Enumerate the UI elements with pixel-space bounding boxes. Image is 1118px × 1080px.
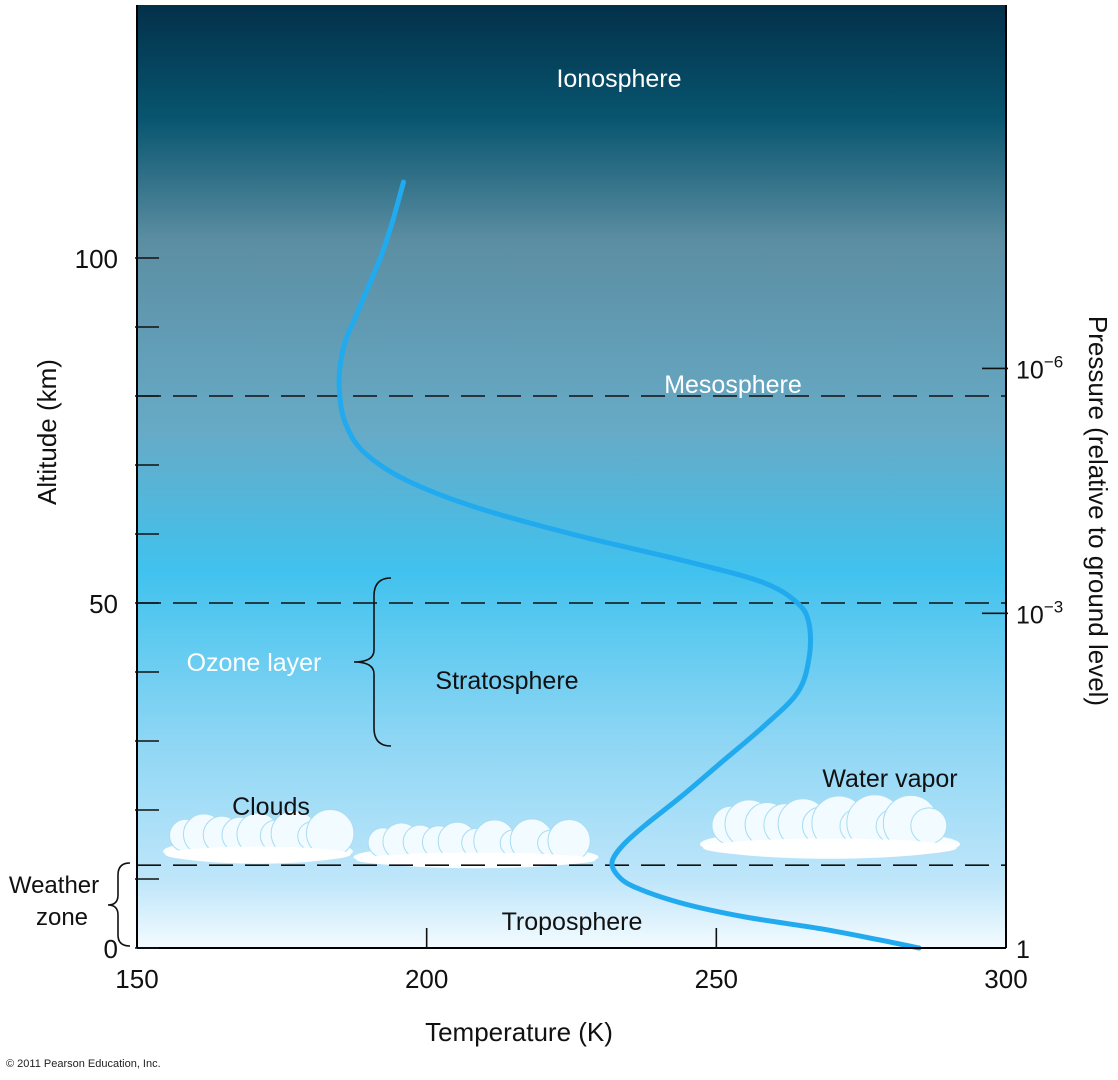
weather-zone-brace — [107, 862, 131, 947]
y-tick-label: 100 — [75, 244, 118, 274]
ozone-layer-brace — [353, 577, 392, 747]
stratosphere-label: Stratosphere — [435, 667, 578, 695]
x-axis-title: Temperature (K) — [425, 1017, 613, 1047]
x-tick-label: 300 — [984, 964, 1027, 994]
y2-tick-label: 1 — [1016, 936, 1030, 964]
clouds-label: Clouds — [232, 793, 310, 821]
y2-tick-label: 10−3 — [1016, 597, 1063, 629]
layer-boundaries — [137, 395, 1006, 867]
weather-zone-label-line1: Weather — [9, 872, 99, 899]
y2-axis-title: Pressure (relative to ground level) — [1083, 316, 1113, 706]
mesosphere-label: Mesosphere — [664, 371, 802, 399]
ozone-layer-label: Ozone layer — [187, 649, 322, 677]
y2-tick-label: 10−6 — [1016, 352, 1063, 384]
temperature-curve — [336, 179, 922, 951]
y-tick-label: 0 — [104, 934, 118, 964]
cloud — [163, 809, 355, 864]
cloud — [353, 818, 599, 869]
y-axis-title: Altitude (km) — [32, 359, 62, 505]
x-tick-label: 150 — [115, 964, 158, 994]
copyright-notice: © 2011 Pearson Education, Inc. — [6, 1058, 161, 1070]
troposphere-label: Troposphere — [502, 908, 643, 936]
x-tick-label: 200 — [405, 964, 448, 994]
cloud — [700, 794, 960, 859]
cloud-shapes — [163, 794, 960, 869]
y-tick-label: 50 — [89, 589, 118, 619]
plot-background — [137, 5, 1006, 948]
water-vapor-label: Water vapor — [822, 765, 957, 793]
x-tick-label: 250 — [695, 964, 738, 994]
weather-zone-label-line2: zone — [36, 904, 88, 931]
ionosphere-label: Ionosphere — [556, 65, 681, 93]
